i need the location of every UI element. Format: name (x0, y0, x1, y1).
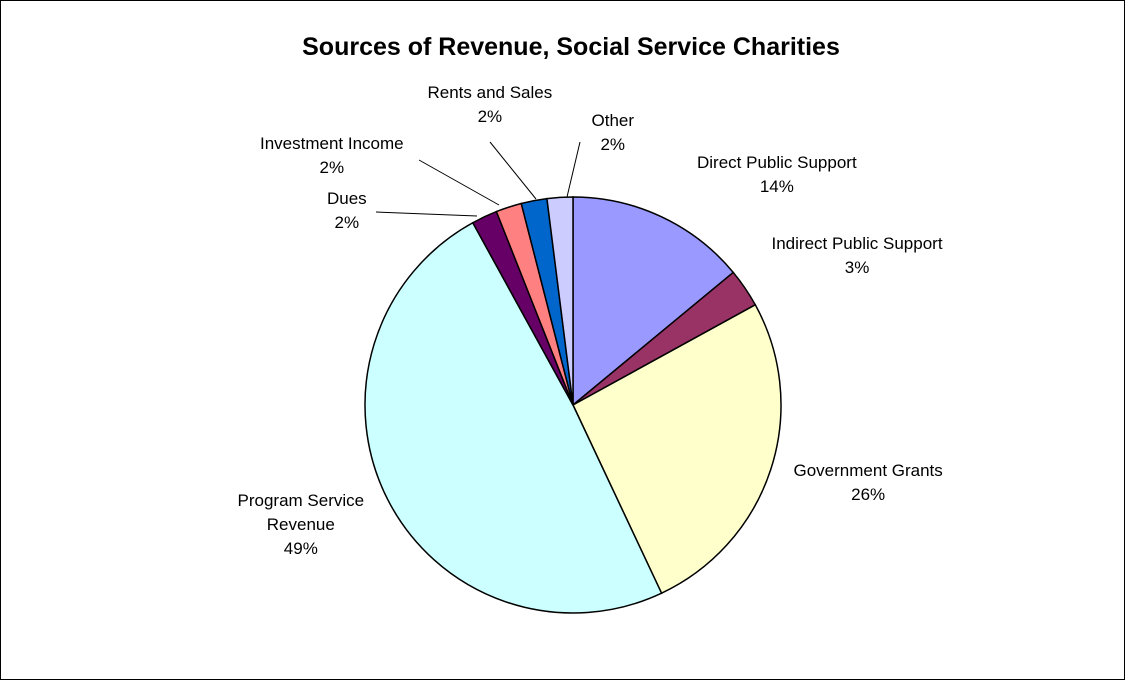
slice-label-investment-income: Investment Income 2% (260, 132, 404, 180)
slice-label-percent: 49% (283, 539, 318, 558)
pie-slice-government-grants (572, 303, 782, 595)
slice-label-percent: 26% (851, 485, 886, 504)
slice-label-name: Government Grants (793, 461, 943, 480)
leader-line-rents-and-sales (489, 141, 537, 200)
slice-label-name: Dues (327, 189, 367, 208)
slice-label-name: Other (591, 111, 635, 130)
slice-label-indirect-public-support: Indirect Public Support 3% (772, 232, 943, 280)
leader-line-dues (375, 211, 478, 217)
slice-label-government-grants: Government Grants 26% (794, 459, 943, 507)
pie-slice-program-service-revenue (364, 221, 663, 614)
slice-label-rents-and-sales: Rents and Sales 2% (428, 81, 553, 129)
slice-label-dues: Dues 2% (327, 187, 367, 235)
slice-label-name: Program Service Revenue (237, 491, 365, 534)
slice-label-program-service-revenue: Program Service Revenue 49% (238, 489, 365, 561)
slice-label-percent: 3% (844, 258, 870, 277)
leader-line-other (566, 141, 581, 198)
slice-label-other: Other 2% (592, 109, 635, 157)
slice-label-name: Investment Income (260, 134, 404, 153)
slice-label-percent: 2% (334, 213, 360, 232)
slice-label-percent: 2% (600, 135, 626, 154)
slice-label-name: Direct Public Support (697, 153, 857, 172)
slice-label-name: Indirect Public Support (771, 234, 943, 253)
leader-line-investment-income (418, 159, 500, 206)
slice-label-name: Rents and Sales (427, 83, 553, 102)
pie-slice-direct-public-support (572, 196, 735, 407)
slice-label-percent: 2% (319, 158, 345, 177)
slice-label-percent: 2% (477, 107, 503, 126)
slice-label-direct-public-support: Direct Public Support 14% (697, 151, 857, 199)
pie-slice-other (546, 196, 574, 406)
chart-title: Sources of Revenue, Social Service Chari… (302, 33, 840, 61)
slice-label-percent: 14% (759, 177, 794, 196)
